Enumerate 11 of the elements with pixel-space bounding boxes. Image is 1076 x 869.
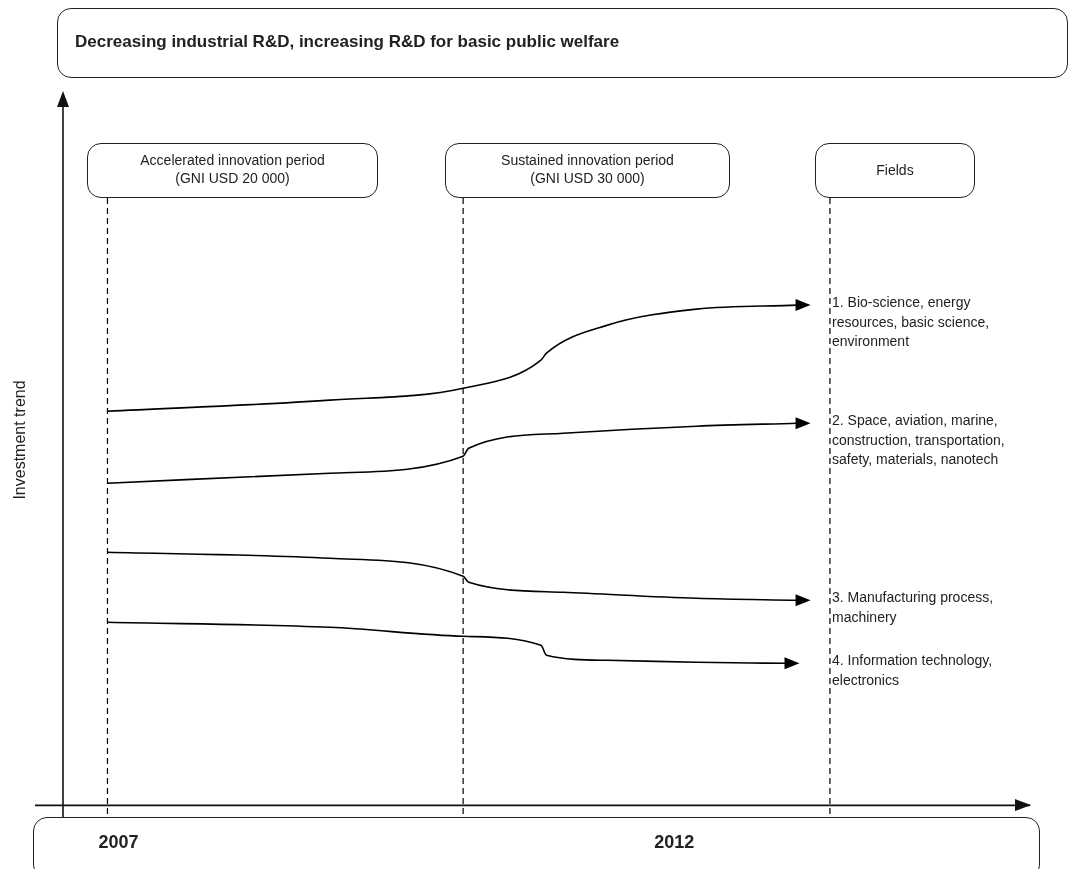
series-label: 1. Bio-science, energy resources, basic science, environment — [832, 293, 991, 352]
text: Sustained innovation period (GNI USD 30 000) — [500, 151, 675, 188]
chart-title: Decreasing industrial R&D, increasing R&D for basic public welfare — [75, 32, 620, 52]
x-tick-label: 2012 — [654, 832, 695, 853]
legend-title: Fields — [875, 161, 915, 180]
text: Accelerated innovation period (GNI USD 20 000) — [139, 151, 326, 188]
series-label: 3. Manufacturing process, machinery — [832, 588, 995, 627]
series-label: 2. Space, aviation, marine, construction, transportation, safety, materials, nanotech — [832, 411, 1006, 470]
x-tick-label: 2007 — [98, 832, 139, 853]
text: 4. Information technology, electronics — [832, 651, 994, 690]
y-axis-title: Investment trend — [11, 380, 29, 500]
